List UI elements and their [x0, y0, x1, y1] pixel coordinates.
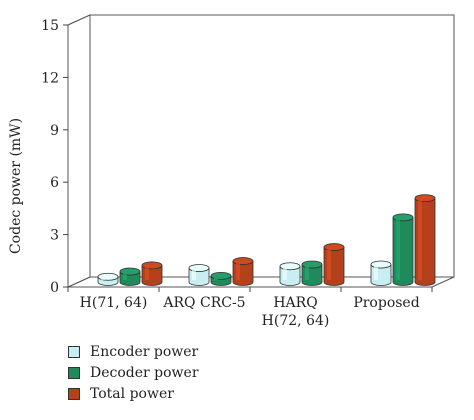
- bar-highlight: [145, 267, 149, 280]
- legend-swatch-total: [68, 387, 80, 400]
- y-tick-label: 6: [50, 175, 59, 191]
- left-wall: [67, 14, 91, 288]
- category-label: Proposed: [353, 295, 419, 311]
- legend-item-decoder: Decoder power: [68, 362, 199, 383]
- y-axis-label: Codec power (mW): [8, 118, 24, 254]
- bar-highlight: [305, 266, 309, 280]
- legend-item-total: Total power: [68, 383, 199, 404]
- category-label: ARQ CRC-5: [162, 295, 245, 311]
- bar-top-total: [414, 194, 436, 203]
- bar-top-total: [232, 257, 254, 265]
- legend: Encoder power Decoder power Total power: [68, 341, 199, 404]
- bar-highlight: [236, 263, 240, 280]
- bar-highlight: [123, 273, 127, 280]
- bar-top-encoder: [97, 272, 119, 281]
- label-layer: 0 3 6 9 12 15 H(71, 64) ARQ CRC-5 HARQ H(72, 64) P…: [41, 18, 420, 329]
- legend-item-encoder: Encoder power: [68, 341, 199, 362]
- bar-highlight: [283, 268, 287, 280]
- bar-top-total: [141, 261, 163, 270]
- bar-layer: [97, 194, 436, 286]
- legend-swatch-decoder: [68, 366, 80, 379]
- bar-highlight: [418, 200, 422, 280]
- bar-top-encoder: [188, 264, 210, 272]
- y-tick-label: 0: [50, 280, 59, 296]
- legend-swatch-encoder: [68, 345, 80, 358]
- category-label: H(71, 64): [80, 295, 148, 311]
- bar-highlight: [327, 249, 331, 280]
- legend-label-total: Total power: [90, 385, 174, 402]
- bar-chart: 0 3 6 9 12 15 H(71, 64) ARQ CRC-5 HARQ H(72, 64) P…: [8, 14, 455, 329]
- bar-top-decoder: [392, 213, 414, 222]
- bar-highlight: [101, 278, 105, 280]
- legend-label-encoder: Encoder power: [90, 343, 199, 360]
- bar-top-decoder: [119, 267, 141, 276]
- bar-top-total: [323, 243, 345, 251]
- bar-top-encoder: [279, 262, 301, 271]
- bar-top-decoder: [210, 271, 232, 280]
- category-label: H(72, 64): [262, 313, 330, 329]
- bar-highlight: [396, 219, 400, 280]
- bar-top-decoder: [301, 260, 323, 269]
- y-tick-label: 9: [50, 123, 59, 139]
- y-tick-label: 15: [41, 18, 59, 34]
- y-tick-label: 12: [41, 70, 59, 86]
- bar-top-encoder: [370, 260, 392, 269]
- category-label: HARQ: [273, 295, 317, 311]
- bar-highlight: [214, 277, 218, 280]
- bar-highlight: [374, 266, 378, 280]
- bar-highlight: [192, 270, 196, 280]
- y-tick-label: 3: [50, 228, 59, 244]
- legend-label-decoder: Decoder power: [90, 364, 199, 381]
